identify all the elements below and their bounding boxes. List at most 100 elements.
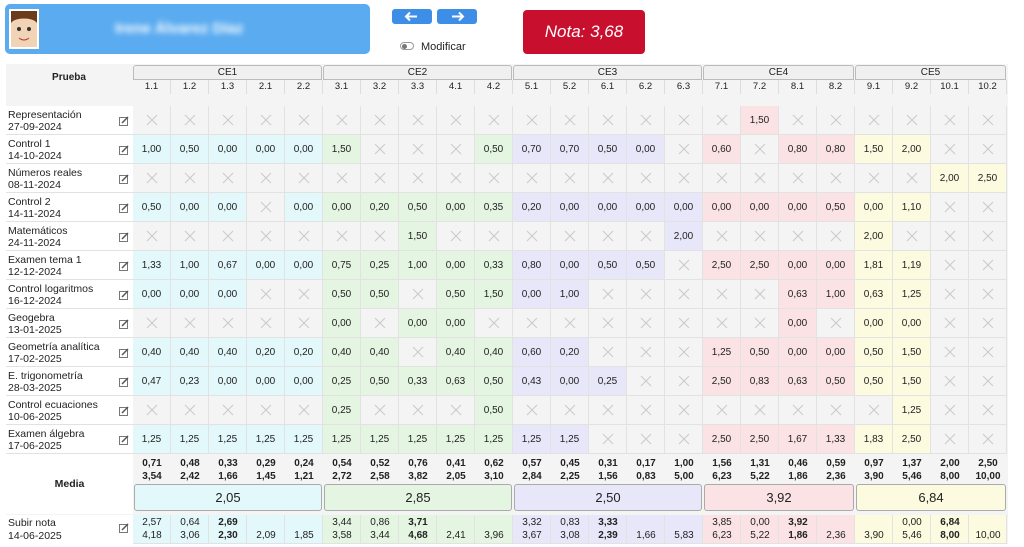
row-label-cell (6, 396, 133, 425)
upgrade-cell (893, 515, 931, 544)
mean-label: Media (54, 478, 85, 490)
upgrade-top: 0,64 (180, 517, 200, 528)
edit-button[interactable] (119, 261, 129, 271)
grade-cell: 0,00 (209, 193, 247, 222)
empty-mark (982, 346, 994, 358)
test-date: 14-10-2024 (8, 150, 62, 162)
row-label-cell (6, 135, 133, 164)
edit-button[interactable] (119, 377, 129, 387)
edit-button[interactable] (119, 203, 129, 213)
empty-mark (716, 288, 728, 300)
edit-button[interactable] (119, 435, 129, 445)
grade-cell: 0,50 (855, 367, 893, 396)
upgrade-cell (399, 515, 437, 544)
mean-label-cell (6, 454, 133, 514)
test-date: 13-01-2025 (8, 324, 62, 336)
grade-cell: 1,25 (133, 425, 171, 454)
modify-toggle[interactable] (400, 42, 414, 50)
edit-button[interactable] (119, 145, 129, 155)
upgrade-top: 3,71 (408, 517, 428, 528)
edit-button[interactable] (119, 174, 129, 184)
mean-scaled: 3,90 (864, 471, 884, 482)
grade-cell: 0,25 (361, 251, 399, 280)
group-header: CE5 (855, 65, 1006, 80)
mean-weighted: 0,52 (370, 458, 390, 469)
row-label-cell (6, 338, 133, 367)
empty-mark (374, 172, 386, 184)
empty-mark (830, 114, 842, 126)
edit-button[interactable] (119, 406, 129, 416)
edit-button[interactable] (119, 319, 129, 329)
grade-cell (133, 222, 171, 251)
edit-button[interactable] (119, 290, 129, 300)
empty-mark (412, 346, 424, 358)
column-header: 3.1 (323, 80, 361, 94)
upgrade-cell (969, 515, 1007, 544)
grade-cell: 0,70 (551, 135, 589, 164)
empty-mark (982, 230, 994, 242)
empty-mark (944, 375, 956, 387)
column-header: 6.2 (627, 80, 665, 94)
column-header: 8.2 (817, 80, 855, 94)
empty-mark (602, 317, 614, 329)
empty-mark (792, 230, 804, 242)
upgrade-cell (931, 515, 969, 544)
mean-scaled: 10,00 (975, 471, 1001, 482)
grade-cell: 0,00 (551, 367, 589, 396)
edit-button[interactable] (119, 523, 129, 533)
edit-button[interactable] (119, 232, 129, 242)
upgrade-bottom: 2,36 (826, 530, 846, 541)
edit-button[interactable] (119, 116, 129, 126)
grade-cell: 0,00 (323, 309, 361, 338)
row-label-cell (6, 515, 133, 544)
empty-mark (678, 172, 690, 184)
empty-mark (298, 230, 310, 242)
grade-cell: 1,10 (893, 193, 931, 222)
empty-mark (830, 317, 842, 329)
grade-cell: 0,00 (437, 193, 475, 222)
test-date: 12-12-2024 (8, 266, 62, 278)
test-date: 17-06-2025 (8, 440, 62, 452)
mean-weighted: 0,29 (256, 458, 276, 469)
grade-cell (437, 135, 475, 164)
next-button[interactable] (437, 9, 477, 24)
test-name: Control 2 (8, 196, 51, 208)
grade-cell: 0,70 (513, 135, 551, 164)
empty-mark (260, 172, 272, 184)
upgrade-bottom: 3,96 (484, 530, 504, 541)
empty-mark (450, 114, 462, 126)
empty-mark (184, 114, 196, 126)
grade-cell: 0,00 (817, 251, 855, 280)
test-date: 28-03-2025 (8, 382, 62, 394)
test-name: Examen tema 1 (8, 254, 82, 266)
upgrade-cell (779, 515, 817, 544)
empty-mark (982, 143, 994, 155)
grade-cell: 1,25 (893, 280, 931, 309)
group-mean: 2,50 (514, 484, 702, 511)
empty-mark (678, 288, 690, 300)
empty-mark (526, 114, 538, 126)
empty-mark (298, 317, 310, 329)
upgrade-top: 3,32 (522, 517, 542, 528)
grade-cell: 2,50 (741, 251, 779, 280)
empty-mark (678, 259, 690, 271)
group-header: CE3 (513, 65, 702, 80)
mean-scaled: 5,46 (902, 471, 922, 482)
grade-cell: 0,23 (171, 367, 209, 396)
grade-cell: 0,63 (855, 280, 893, 309)
empty-mark (716, 230, 728, 242)
grade-cell: 1,25 (893, 396, 931, 425)
row-label-cell (6, 367, 133, 396)
test-name: Examen álgebra (8, 428, 85, 440)
edit-button[interactable] (119, 348, 129, 358)
group-header: CE2 (323, 65, 512, 80)
avatar (9, 9, 39, 49)
grade-cell: 1,00 (171, 251, 209, 280)
column-header: 10.2 (969, 80, 1007, 94)
empty-mark (526, 404, 538, 416)
test-date: 10-06-2025 (8, 411, 62, 423)
empty-mark (906, 230, 918, 242)
grade-cell: 0,00 (703, 193, 741, 222)
grade-cell: 0,20 (513, 193, 551, 222)
previous-button[interactable] (392, 9, 432, 24)
